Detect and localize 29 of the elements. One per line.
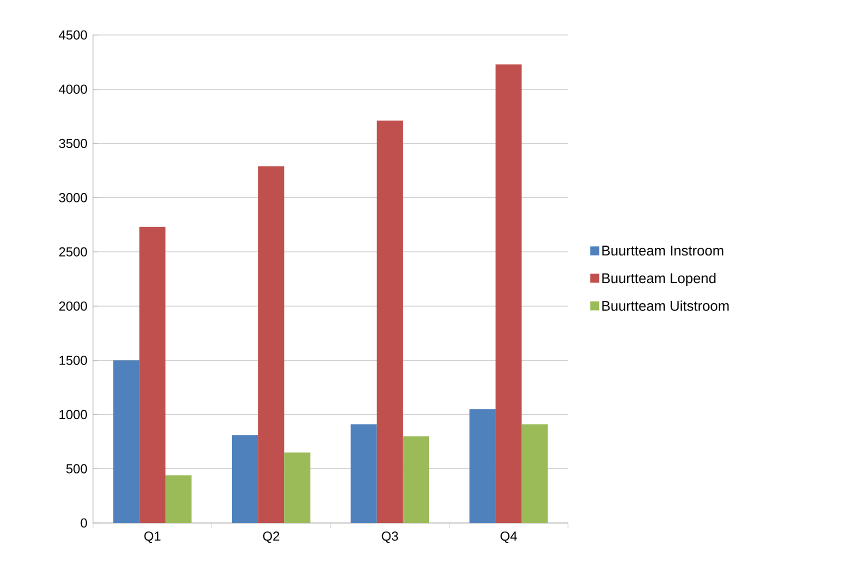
bar bbox=[496, 64, 522, 523]
bar bbox=[232, 435, 258, 523]
legend-label: Buurtteam Lopend bbox=[602, 272, 716, 286]
y-tick-label: 4000 bbox=[58, 84, 87, 94]
bar bbox=[165, 475, 192, 523]
bar bbox=[139, 226, 166, 523]
y-tick-label: 2500 bbox=[59, 247, 87, 256]
bar bbox=[258, 166, 284, 523]
y-tick-label: 0 bbox=[80, 518, 87, 528]
bar bbox=[376, 120, 403, 523]
bar bbox=[350, 424, 377, 523]
legend-label: Buurtteam Instroom bbox=[602, 246, 724, 256]
bar bbox=[402, 436, 430, 523]
x-tick-label: Q3 bbox=[382, 532, 398, 544]
y-tick-label: 500 bbox=[66, 464, 87, 474]
y-tick-label: 3000 bbox=[59, 193, 87, 202]
bar bbox=[113, 360, 140, 523]
y-tick-label: 2000 bbox=[59, 301, 87, 311]
legend-label: Buurtteam Uitstroom bbox=[602, 300, 729, 311]
x-tick-label: Q4 bbox=[500, 532, 517, 544]
bar bbox=[522, 424, 548, 523]
y-tick-label: 3500 bbox=[59, 138, 87, 148]
x-tick-label: Q2 bbox=[263, 532, 280, 544]
bar bbox=[284, 452, 310, 523]
x-tick-label: Q1 bbox=[144, 532, 160, 544]
y-tick-label: 1500 bbox=[60, 356, 87, 365]
bar bbox=[469, 409, 496, 523]
y-tick-label: 1000 bbox=[60, 410, 87, 420]
y-tick-label: 4500 bbox=[58, 30, 87, 40]
